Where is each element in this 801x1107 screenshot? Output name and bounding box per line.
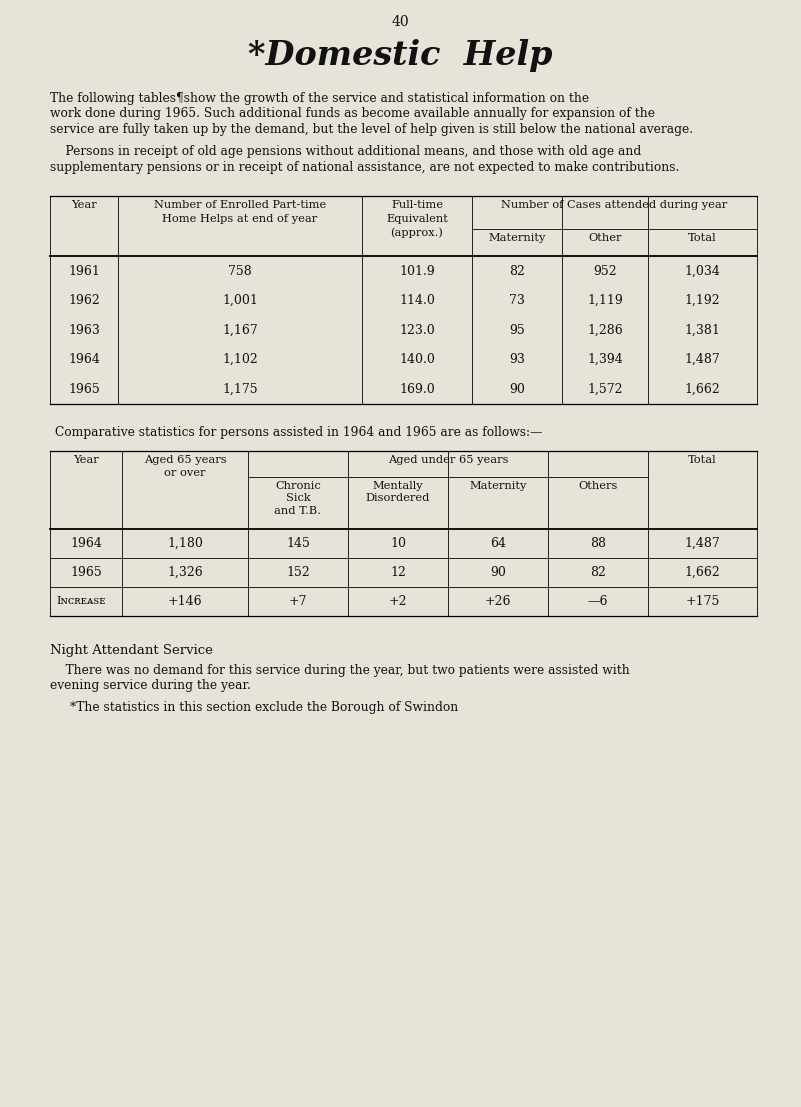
Text: 1,487: 1,487	[685, 353, 720, 366]
Text: 169.0: 169.0	[399, 383, 435, 395]
Text: 1,381: 1,381	[685, 323, 720, 337]
Text: 1963: 1963	[68, 323, 100, 337]
Text: Year: Year	[71, 200, 97, 210]
Text: 82: 82	[509, 265, 525, 278]
Text: There was no demand for this service during the year, but two patients were assi: There was no demand for this service dur…	[50, 664, 630, 677]
Text: 1965: 1965	[70, 566, 102, 579]
Text: 145: 145	[286, 537, 310, 550]
Text: +7: +7	[288, 594, 308, 608]
Text: 1,167: 1,167	[222, 323, 258, 337]
Text: 1961: 1961	[68, 265, 100, 278]
Text: Night Attendant Service: Night Attendant Service	[50, 644, 213, 656]
Text: 10: 10	[390, 537, 406, 550]
Text: 1,192: 1,192	[685, 294, 720, 308]
Text: Chronic
Sick
and T.B.: Chronic Sick and T.B.	[275, 482, 321, 516]
Text: evening service during the year.: evening service during the year.	[50, 680, 251, 693]
Text: 1,119: 1,119	[587, 294, 623, 308]
Text: 12: 12	[390, 566, 406, 579]
Text: 93: 93	[509, 353, 525, 366]
Text: Comparative statistics for persons assisted in 1964 and 1965 are as follows:—: Comparative statistics for persons assis…	[55, 426, 542, 439]
Text: 152: 152	[286, 566, 310, 579]
Text: 1,572: 1,572	[587, 383, 622, 395]
Text: Iɴᴄʀᴇᴀsᴇ: Iɴᴄʀᴇᴀsᴇ	[56, 597, 106, 607]
Text: Other: Other	[588, 234, 622, 244]
Text: service are fully taken up by the demand, but the level of help given is still b: service are fully taken up by the demand…	[50, 123, 693, 136]
Text: 1964: 1964	[68, 353, 100, 366]
Text: 88: 88	[590, 537, 606, 550]
Text: work done during 1965. Such additional funds as become available annually for ex: work done during 1965. Such additional f…	[50, 107, 655, 121]
Text: 758: 758	[228, 265, 252, 278]
Text: Total: Total	[688, 455, 717, 465]
Text: 1,394: 1,394	[587, 353, 623, 366]
Text: Mentally
Disordered: Mentally Disordered	[366, 482, 430, 504]
Text: Others: Others	[578, 482, 618, 492]
Text: Aged under 65 years: Aged under 65 years	[388, 455, 509, 465]
Text: 1,487: 1,487	[685, 537, 720, 550]
Text: +175: +175	[686, 594, 719, 608]
Text: supplementary pensions or in receipt of national assistance, are not expected to: supplementary pensions or in receipt of …	[50, 161, 679, 174]
Text: The following tables¶show the growth of the service and statistical information : The following tables¶show the growth of …	[50, 92, 589, 105]
Text: Total: Total	[688, 234, 717, 244]
Text: *Domestic  Help: *Domestic Help	[248, 39, 553, 72]
Text: 73: 73	[509, 294, 525, 308]
Text: 1,102: 1,102	[222, 353, 258, 366]
Text: *The statistics in this section exclude the Borough of Swindon: *The statistics in this section exclude …	[70, 701, 458, 714]
Text: +26: +26	[485, 594, 511, 608]
Text: Persons in receipt of old age pensions without additional means, and those with : Persons in receipt of old age pensions w…	[50, 145, 642, 158]
Text: 1965: 1965	[68, 383, 100, 395]
Text: 114.0: 114.0	[399, 294, 435, 308]
Text: Year: Year	[73, 455, 99, 465]
Text: 952: 952	[594, 265, 617, 278]
Text: 1,326: 1,326	[167, 566, 203, 579]
Text: 123.0: 123.0	[399, 323, 435, 337]
Text: 95: 95	[509, 323, 525, 337]
Text: 1,662: 1,662	[685, 566, 720, 579]
Text: 90: 90	[509, 383, 525, 395]
Text: 1962: 1962	[68, 294, 100, 308]
Text: Full-time
Equivalent
(approx.): Full-time Equivalent (approx.)	[386, 200, 448, 238]
Text: 1,175: 1,175	[222, 383, 258, 395]
Text: 1,034: 1,034	[685, 265, 720, 278]
Text: 1964: 1964	[70, 537, 102, 550]
Text: 82: 82	[590, 566, 606, 579]
Text: +146: +146	[167, 594, 203, 608]
Text: —6: —6	[588, 594, 608, 608]
Text: 40: 40	[392, 15, 409, 29]
Text: 90: 90	[490, 566, 506, 579]
Text: Maternity: Maternity	[489, 234, 545, 244]
Text: Number of Enrolled Part-time
Home Helps at end of year: Number of Enrolled Part-time Home Helps …	[154, 200, 326, 224]
Text: 1,180: 1,180	[167, 537, 203, 550]
Text: Number of Cases attended during year: Number of Cases attended during year	[501, 200, 727, 210]
Text: Aged 65 years
or over: Aged 65 years or over	[143, 455, 227, 478]
Text: 1,001: 1,001	[222, 294, 258, 308]
Text: 1,662: 1,662	[685, 383, 720, 395]
Text: 64: 64	[490, 537, 506, 550]
Text: +2: +2	[388, 594, 407, 608]
Text: 140.0: 140.0	[399, 353, 435, 366]
Text: 101.9: 101.9	[399, 265, 435, 278]
Text: 1,286: 1,286	[587, 323, 623, 337]
Text: Maternity: Maternity	[469, 482, 527, 492]
